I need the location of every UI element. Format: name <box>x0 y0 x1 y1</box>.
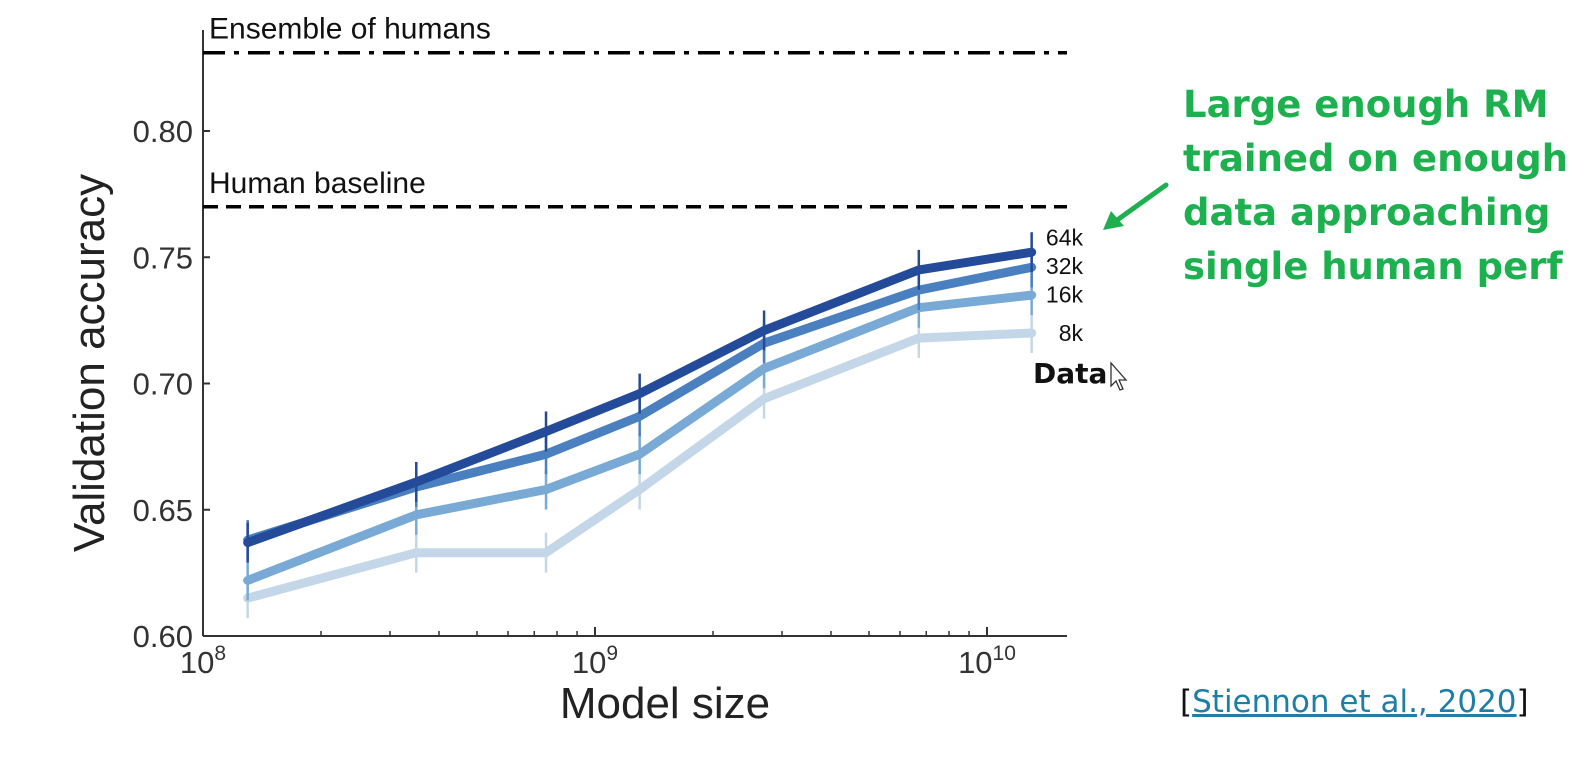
series-label: 64k <box>1046 225 1084 251</box>
annotation-arrow-icon <box>1103 211 1124 230</box>
citation-open-bracket: [ <box>1180 684 1193 720</box>
series-label: 16k <box>1046 282 1084 308</box>
citation-close-bracket: ] <box>1516 684 1529 720</box>
series-line <box>243 247 1037 548</box>
x-tick-label: 108 <box>180 642 226 680</box>
axes: 0.60 0.65 0.70 0.75 0.80 108 109 1010 Model size… <box>65 30 1067 728</box>
annotation-line: Large enough RM <box>1183 83 1549 126</box>
annotation-arrow-shaft <box>1110 182 1169 226</box>
data-series <box>243 232 1037 619</box>
mouse-cursor-icon <box>1110 361 1128 391</box>
annotation-line: single human perf <box>1183 245 1563 288</box>
x-axis-title: Model size <box>560 679 770 728</box>
series-line <box>243 328 1037 603</box>
reference-line-label: Ensemble of humans <box>209 13 491 46</box>
x-tick-label: 1010 <box>958 642 1016 680</box>
citation-link[interactable]: Stiennon et al., 2020 <box>1192 684 1517 720</box>
y-tick-label: 0.80 <box>133 114 193 149</box>
y-tick-label: 0.70 <box>133 367 193 402</box>
reference-lines: Ensemble of humans Human baseline <box>203 13 1067 209</box>
y-axis-title: Validation accuracy <box>65 174 114 552</box>
citation: [Stiennon et al., 2020] <box>1180 684 1529 720</box>
y-tick-label: 0.60 <box>133 619 193 654</box>
y-tick-label: 0.65 <box>133 493 193 528</box>
series-label: 8k <box>1059 320 1084 346</box>
annotation-text: Large enough RM trained on enough data a… <box>1183 78 1569 294</box>
annotation-line: trained on enough <box>1183 137 1569 180</box>
reference-line-label: Human baseline <box>209 167 426 200</box>
series-label: 32k <box>1046 253 1084 279</box>
annotation-line: data approaching <box>1183 191 1551 234</box>
y-tick-label: 0.75 <box>133 240 193 275</box>
legend-title: Data <box>1033 357 1107 390</box>
x-tick-label: 109 <box>572 642 618 680</box>
